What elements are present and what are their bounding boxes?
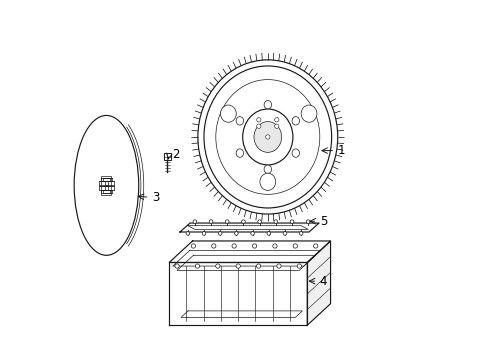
Ellipse shape — [74, 116, 139, 255]
Circle shape — [256, 124, 261, 129]
Ellipse shape — [264, 100, 271, 109]
Text: 1: 1 — [337, 144, 345, 157]
Polygon shape — [180, 223, 319, 232]
Ellipse shape — [260, 173, 275, 190]
Text: 4: 4 — [319, 275, 326, 288]
Circle shape — [241, 220, 244, 224]
Circle shape — [175, 264, 179, 268]
Circle shape — [193, 220, 196, 224]
Circle shape — [313, 244, 317, 248]
Polygon shape — [306, 241, 330, 325]
Circle shape — [272, 244, 277, 248]
Circle shape — [306, 220, 309, 224]
Circle shape — [256, 118, 261, 122]
Text: 3: 3 — [152, 191, 159, 204]
Circle shape — [299, 231, 303, 235]
Ellipse shape — [291, 117, 299, 125]
Circle shape — [185, 231, 189, 235]
Circle shape — [289, 220, 293, 224]
Circle shape — [234, 231, 238, 235]
Ellipse shape — [215, 80, 319, 194]
Ellipse shape — [236, 149, 243, 157]
Ellipse shape — [264, 165, 271, 174]
FancyBboxPatch shape — [101, 176, 111, 195]
Ellipse shape — [242, 109, 292, 165]
Ellipse shape — [301, 105, 316, 122]
Ellipse shape — [220, 105, 236, 122]
Circle shape — [292, 244, 297, 248]
Text: 2: 2 — [171, 148, 179, 161]
Circle shape — [250, 231, 254, 235]
Circle shape — [252, 244, 256, 248]
Ellipse shape — [253, 122, 281, 152]
Circle shape — [209, 220, 212, 224]
Circle shape — [231, 244, 236, 248]
Ellipse shape — [70, 112, 142, 259]
Circle shape — [218, 231, 222, 235]
Ellipse shape — [198, 60, 337, 214]
Polygon shape — [169, 241, 330, 262]
Circle shape — [273, 220, 277, 224]
Circle shape — [283, 231, 286, 235]
Circle shape — [195, 264, 199, 268]
Circle shape — [211, 244, 216, 248]
Circle shape — [215, 264, 220, 268]
Text: 5: 5 — [319, 215, 326, 228]
Circle shape — [257, 220, 261, 224]
Circle shape — [225, 220, 228, 224]
FancyBboxPatch shape — [164, 153, 170, 160]
Circle shape — [256, 264, 260, 268]
Ellipse shape — [192, 54, 343, 220]
Circle shape — [266, 231, 270, 235]
Circle shape — [274, 124, 278, 129]
Circle shape — [265, 135, 269, 139]
Circle shape — [191, 244, 195, 248]
Circle shape — [297, 264, 301, 268]
Circle shape — [276, 264, 281, 268]
Circle shape — [274, 118, 278, 122]
Ellipse shape — [291, 149, 299, 157]
Ellipse shape — [236, 117, 243, 125]
Circle shape — [236, 264, 240, 268]
Polygon shape — [169, 262, 306, 325]
Ellipse shape — [203, 66, 331, 208]
Circle shape — [202, 231, 205, 235]
